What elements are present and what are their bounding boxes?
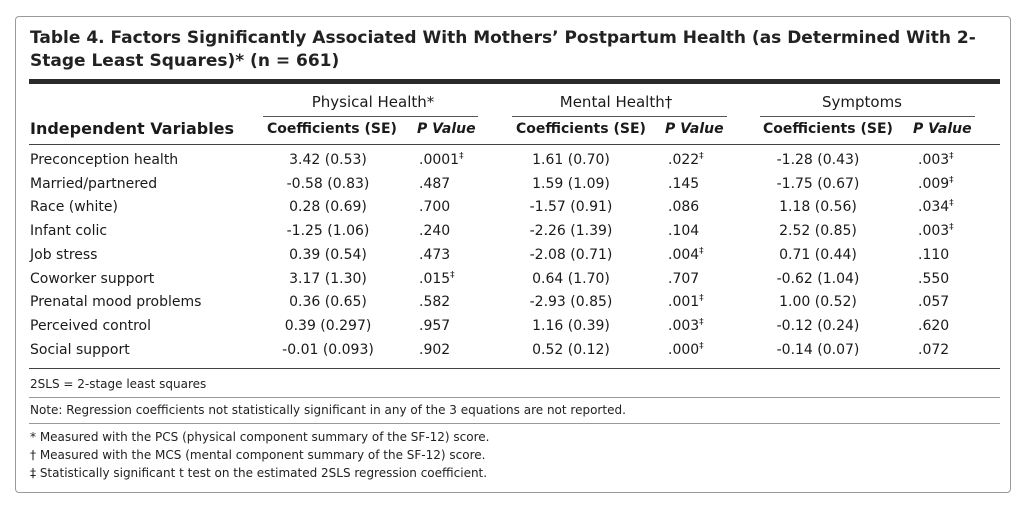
independent-variables-header: Independent Variables xyxy=(30,119,235,138)
table-row: Married/partnered -0.58 (0.83) .487 1.59 (1… xyxy=(0,176,1021,200)
p-value-cell: .487 xyxy=(419,175,451,192)
p-value-cell: .104 xyxy=(668,223,700,240)
coefficient-cell: 1.00 (0.52) xyxy=(779,294,857,311)
variable-name: Prenatal mood problems xyxy=(30,294,202,311)
p-value-cell: .004‡ xyxy=(668,246,704,263)
general-note: Note: Regression coefficients not statis… xyxy=(30,403,626,417)
coefficient-cell: 3.42 (0.53) xyxy=(289,152,367,168)
coefficient-cell: -0.01 (0.093) xyxy=(282,341,374,358)
p-value-cell: .700 xyxy=(419,199,451,216)
p-value-cell: .015‡ xyxy=(419,269,455,287)
variable-name: Married/partnered xyxy=(30,175,158,192)
coefficient-cell: -1.75 (0.67) xyxy=(776,175,860,192)
footnote-star: * Measured with the PCS (physical compon… xyxy=(30,430,490,444)
table-row: Race (white) 0.28 (0.69) .700 -1.57 (0.91).… xyxy=(0,199,1021,223)
coefficient-cell: 0.36 (0.65) xyxy=(289,294,367,311)
group-physical-health: Physical Health* xyxy=(311,93,435,111)
coefficient-cell: -2.08 (0.71) xyxy=(529,246,613,263)
p-value-cell: .902 xyxy=(419,341,451,358)
table-row: Job stress 0.39 (0.54) .473 -2.08 (0.71) .00… xyxy=(0,247,1021,271)
coef-header: Coefficients (SE) xyxy=(763,121,893,137)
footnote-double-dagger: ‡ Statistically significant t test on th… xyxy=(30,466,488,480)
coefficient-cell: -0.14 (0.07) xyxy=(776,341,860,358)
p-value-header: P Value xyxy=(417,121,476,137)
p-value-cell: .034‡ xyxy=(918,198,954,216)
p-value-cell: .707 xyxy=(668,270,700,287)
p-value-cell: .240 xyxy=(419,223,451,240)
table-title: Table 4. Factors Significantly Associate… xyxy=(30,28,976,71)
coef-header: Coefficients (SE) xyxy=(516,121,646,137)
header-rule xyxy=(29,79,1000,84)
variable-name: Perceived control xyxy=(30,317,151,334)
coefficient-cell: -2.93 (0.85) xyxy=(529,294,613,311)
p-value-cell: .009‡ xyxy=(918,175,954,192)
p-value-cell: .0001‡ xyxy=(419,151,464,168)
p-value-header: P Value xyxy=(913,121,972,137)
coefficient-cell: 0.71 (0.44) xyxy=(779,246,857,263)
note-divider xyxy=(29,423,1000,424)
group-underline xyxy=(760,116,975,117)
body-bottom-rule xyxy=(29,368,1000,369)
p-value-cell: .057 xyxy=(918,294,950,311)
p-value-cell: .957 xyxy=(419,317,451,334)
p-value-cell: .550 xyxy=(918,270,950,287)
footnote-dagger: † Measured with the MCS (mental componen… xyxy=(30,448,486,462)
p-value-cell: .582 xyxy=(419,294,451,311)
table-row: Preconception health 3.42 (0.53) .0001‡ 1.6… xyxy=(0,152,1021,176)
coefficient-cell: -1.57 (0.91) xyxy=(529,199,613,216)
coefficient-cell: -1.25 (1.06) xyxy=(286,223,370,240)
variable-name: Preconception health xyxy=(30,152,179,168)
table-row: Infant colic -1.25 (1.06) .240 -2.26 (1.39)… xyxy=(0,223,1021,247)
p-value-cell: .001‡ xyxy=(668,293,704,311)
coefficient-cell: -0.62 (1.04) xyxy=(776,270,860,287)
group-symptoms: Symptoms xyxy=(821,93,903,111)
coefficient-cell: 0.39 (0.297) xyxy=(284,317,372,334)
p-value-cell: .000‡ xyxy=(668,340,704,358)
coef-header: Coefficients (SE) xyxy=(267,121,397,137)
abbrev-note: 2SLS = 2-stage least squares xyxy=(30,377,207,391)
table-frame xyxy=(15,16,1011,493)
coefficient-cell: -0.58 (0.83) xyxy=(286,175,370,192)
p-value-cell: .473 xyxy=(419,246,451,263)
p-value-cell: .086 xyxy=(668,199,700,216)
coefficient-cell: 1.61 (0.70) xyxy=(532,152,610,168)
p-value-cell: .620 xyxy=(918,317,950,334)
coefficient-cell: 1.59 (1.09) xyxy=(532,175,610,192)
variable-name: Social support xyxy=(30,341,130,358)
variable-name: Infant colic xyxy=(30,223,108,240)
coefficient-cell: 0.64 (1.70) xyxy=(532,270,610,287)
coefficient-cell: -1.28 (0.43) xyxy=(776,152,860,168)
coefficient-cell: 1.18 (0.56) xyxy=(779,199,857,216)
coefficient-cell: 0.52 (0.12) xyxy=(532,341,610,358)
coefficient-cell: -0.12 (0.24) xyxy=(776,317,860,334)
p-value-cell: .110 xyxy=(918,246,950,263)
p-value-cell: .022‡ xyxy=(668,151,704,168)
coefficient-cell: 0.39 (0.54) xyxy=(289,246,367,263)
p-value-cell: .145 xyxy=(668,175,700,192)
coefficient-cell: 2.52 (0.85) xyxy=(779,223,857,240)
coefficient-cell: 1.16 (0.39) xyxy=(532,317,610,334)
table-row: Prenatal mood problems 0.36 (0.65) .582 -2.… xyxy=(0,294,1021,318)
group-mental-health: Mental Health† xyxy=(559,93,673,111)
variable-name: Race (white) xyxy=(30,199,118,216)
coefficient-cell: -2.26 (1.39) xyxy=(529,223,613,240)
column-header-rule xyxy=(29,144,1000,145)
variable-name: Coworker support xyxy=(30,270,155,287)
table-row: Perceived control 0.39 (0.297) .957 1.16 (0… xyxy=(0,318,1021,342)
p-value-cell: .003‡ xyxy=(918,222,954,240)
variable-name: Job stress xyxy=(30,246,98,263)
coefficient-cell: 0.28 (0.69) xyxy=(289,199,367,216)
group-underline xyxy=(263,116,478,117)
note-divider xyxy=(29,397,1000,398)
p-value-cell: .003‡ xyxy=(668,317,704,334)
group-underline xyxy=(512,116,727,117)
p-value-cell: .072 xyxy=(918,341,950,358)
p-value-header: P Value xyxy=(665,121,724,137)
table-row: Social support -0.01 (0.093) .902 0.52 (0.1… xyxy=(0,340,1021,366)
p-value-cell: .003‡ xyxy=(918,151,954,168)
table-row: Coworker support 3.17 (1.30) .015‡ 0.64 (1.… xyxy=(0,269,1021,295)
coefficient-cell: 3.17 (1.30) xyxy=(289,270,367,287)
